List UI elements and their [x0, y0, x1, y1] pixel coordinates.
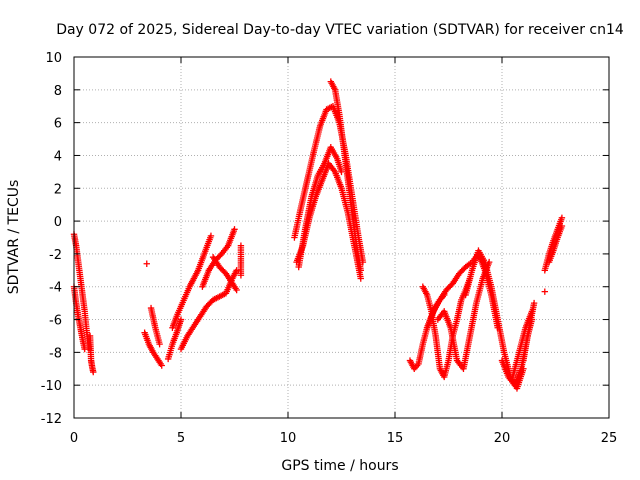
data-marks: [70, 78, 566, 392]
x-tick-label: 0: [70, 431, 78, 446]
y-tick-label: -8: [49, 346, 62, 361]
data-point: [156, 340, 163, 348]
series-trace-g: [164, 316, 185, 363]
axis-ticks: 0 5 10 15 20 25 -12 -10 -8 -6 -4 -2 0 2 4 6 8 10: [41, 51, 618, 446]
data-point: [143, 260, 150, 267]
series-trace-t: [434, 258, 493, 372]
data-point: [237, 272, 245, 279]
data-point: [528, 308, 536, 315]
y-tick-label: 2: [54, 182, 62, 197]
data-point: [558, 222, 566, 230]
series-trace-h: [169, 232, 215, 331]
y-tick-label: -10: [41, 379, 62, 394]
x-tick-label: 15: [387, 431, 404, 446]
series-trace-z2: [541, 288, 548, 295]
y-tick-label: 8: [54, 84, 62, 99]
data-point: [541, 288, 548, 295]
y-tick-label: -4: [49, 281, 62, 296]
x-tick-label: 5: [177, 431, 185, 446]
grid-lines: [74, 57, 609, 418]
data-point: [233, 267, 240, 274]
data-point: [528, 316, 536, 323]
y-tick-label: 0: [54, 215, 62, 230]
series-trace-e: [141, 329, 165, 369]
series-trace-p: [327, 78, 364, 274]
data-point: [338, 168, 345, 176]
series-trace-d: [143, 260, 150, 267]
x-tick-label: 25: [601, 431, 618, 446]
series-trace-c: [86, 332, 97, 376]
series-trace-j: [199, 226, 238, 290]
data-point: [90, 368, 97, 376]
series-trace-l: [237, 242, 245, 279]
series-trace-k: [209, 253, 240, 294]
data-point: [530, 299, 538, 307]
y-axis-label: SDTVAR / TECUs: [6, 180, 22, 295]
data-point: [207, 232, 215, 240]
y-tick-label: 4: [54, 149, 62, 164]
x-tick-label: 20: [494, 431, 511, 446]
x-axis-label: GPS time / hours: [281, 458, 398, 474]
series-trace-o: [295, 144, 345, 271]
y-tick-label: 10: [45, 51, 62, 66]
series-trace-x: [520, 316, 536, 364]
series-trace-w: [509, 308, 536, 381]
plot-frame: [73, 56, 610, 419]
data-point: [177, 316, 185, 323]
y-tick-label: 6: [54, 117, 62, 132]
data-point: [357, 275, 364, 282]
y-tick-label: -2: [49, 248, 62, 263]
data-point: [233, 286, 240, 294]
data-point: [158, 362, 165, 369]
y-tick-label: -12: [41, 412, 62, 427]
data-point: [357, 267, 364, 274]
data-point: [558, 214, 566, 222]
x-tick-label: 10: [280, 431, 297, 446]
data-point: [231, 226, 238, 233]
y-tick-label: -6: [49, 314, 62, 329]
series-trace-z: [545, 222, 566, 266]
chart-title: Day 072 of 2025, Sidereal Day-to-day VTE…: [56, 22, 624, 38]
data-point: [81, 345, 88, 353]
series-trace-f: [147, 304, 163, 348]
